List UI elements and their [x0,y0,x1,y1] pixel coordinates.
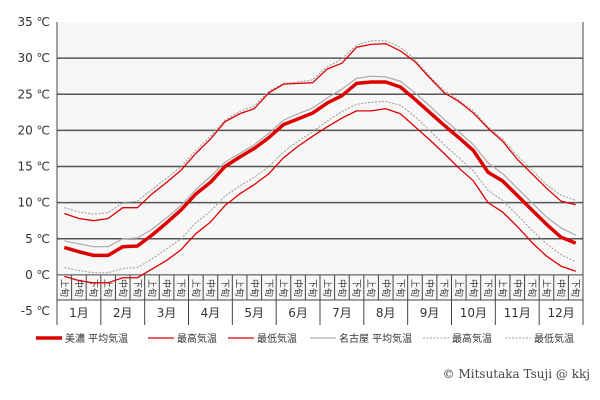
copyright: © Mitsutaka Tsuji @ kkj [443,367,590,381]
period-label: 下旬 [482,279,494,297]
y-tick-label: 25 ℃ [17,87,50,101]
period-label: 上旬 [409,279,421,297]
period-label: 下旬 [175,279,187,297]
y-tick-label: 5 ℃ [25,232,50,246]
month-label: 2月 [113,306,133,320]
y-tick-label: 10 ℃ [17,196,50,210]
month-label: 4月 [201,306,221,320]
period-label: 中旬 [248,279,260,297]
month-label: 9月 [420,306,440,320]
series-line [64,43,576,222]
period-label: 下旬 [570,279,582,297]
y-tick-label: 15 ℃ [17,160,50,174]
period-label: 上旬 [453,279,465,297]
month-label: 11月 [504,306,531,320]
period-label: 下旬 [526,279,538,297]
month-label: 5月 [244,306,264,320]
period-label: 上旬 [58,279,70,297]
period-label: 中旬 [555,279,567,297]
period-label: 中旬 [511,279,523,297]
legend-label: 美濃 平均気温 [65,332,128,345]
period-label: 中旬 [467,279,479,297]
series-line [63,80,577,258]
period-label: 上旬 [234,279,246,297]
period-label: 上旬 [365,279,377,297]
series-line [64,75,576,248]
legend-label: 最低気温 [534,332,574,345]
month-label: 3月 [157,306,177,320]
y-tick-label: 30 ℃ [17,51,50,65]
month-label: 12月 [547,306,574,320]
legend-label: 名古屋 平均気温 [339,332,412,345]
period-label: 中旬 [292,279,304,297]
plot-background [57,22,583,300]
period-label: 下旬 [263,279,275,297]
legend-label: 最高気温 [452,332,492,345]
period-label: 下旬 [131,279,143,297]
y-tick-label: -5 ℃ [21,304,50,318]
period-label: 上旬 [102,279,114,297]
month-label: 6月 [288,306,308,320]
series-line [64,100,576,274]
period-label: 下旬 [88,279,100,297]
legend-label: 最高気温 [177,332,217,345]
legend-label: 最低気温 [257,332,297,345]
period-label: 中旬 [424,279,436,297]
period-label: 下旬 [307,279,319,297]
period-label: 下旬 [351,279,363,297]
period-label: 上旬 [497,279,509,297]
period-label: 中旬 [204,279,216,297]
period-label: 下旬 [219,279,231,297]
month-label: 8月 [376,306,396,320]
period-label: 下旬 [394,279,406,297]
month-label: 1月 [69,306,89,320]
y-tick-label: 0 ℃ [25,268,50,282]
series-line [64,108,576,284]
period-label: 中旬 [161,279,173,297]
y-tick-label: 20 ℃ [17,123,50,137]
period-label: 上旬 [146,279,158,297]
period-label: 中旬 [380,279,392,297]
y-tick-label: 35 ℃ [17,15,50,29]
month-label: 7月 [332,306,352,320]
period-label: 中旬 [336,279,348,297]
period-label: 上旬 [277,279,289,297]
series-line [64,40,576,215]
period-label: 中旬 [117,279,129,297]
period-label: 中旬 [73,279,85,297]
period-label: 上旬 [540,279,552,297]
period-label: 下旬 [438,279,450,297]
period-label: 上旬 [321,279,333,297]
month-label: 10月 [460,306,487,320]
period-label: 上旬 [190,279,202,297]
